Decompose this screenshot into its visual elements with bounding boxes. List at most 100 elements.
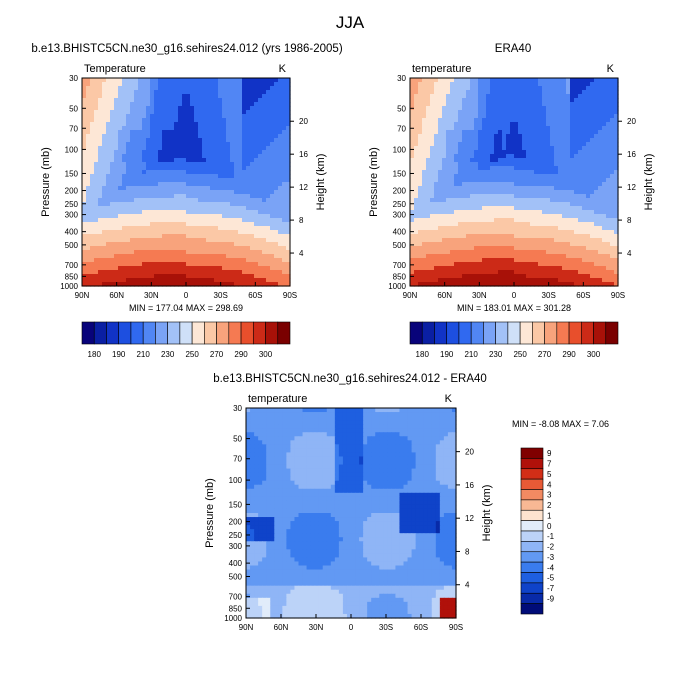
field-cell — [542, 90, 547, 95]
field-cell — [502, 242, 507, 247]
field-cell — [146, 98, 151, 103]
field-cell — [610, 146, 615, 151]
field-cell — [414, 242, 419, 247]
field-cell — [174, 222, 179, 227]
field-cell — [142, 86, 147, 91]
field-cell — [110, 182, 115, 187]
field-cell — [118, 282, 123, 287]
field-cell — [258, 106, 263, 111]
field-cell — [122, 102, 127, 107]
field-cell — [202, 198, 207, 203]
field-cell — [82, 278, 87, 283]
field-cell — [110, 186, 115, 191]
field-cell — [250, 154, 255, 159]
field-cell — [458, 78, 463, 83]
field-cell — [438, 178, 443, 183]
field-cell — [206, 162, 211, 167]
field-cell — [278, 126, 283, 131]
field-cell — [218, 234, 223, 239]
field-cell — [286, 94, 291, 99]
field-cell — [434, 98, 439, 103]
field-cell — [254, 118, 259, 123]
field-cell — [250, 218, 255, 223]
field-cell — [270, 274, 275, 279]
field-cell — [266, 242, 271, 247]
field-cell — [110, 170, 115, 175]
field-cell — [454, 142, 459, 147]
field-cell — [262, 138, 267, 143]
field-cell — [102, 266, 107, 271]
field-cell — [426, 230, 431, 235]
field-cell — [274, 182, 279, 187]
field-cell — [550, 198, 555, 203]
field-cell — [182, 154, 187, 159]
field-cell — [182, 238, 187, 243]
field-cell — [206, 214, 211, 219]
field-cell — [138, 242, 143, 247]
field-cell — [102, 98, 107, 103]
field-cell — [282, 274, 287, 279]
field-cell — [142, 142, 147, 147]
field-cell — [162, 126, 167, 131]
field-cell — [110, 86, 115, 91]
field-cell — [526, 158, 531, 163]
field-cell — [614, 174, 619, 179]
field-cell — [98, 266, 103, 271]
field-cell — [210, 222, 215, 227]
field-cell — [522, 174, 527, 179]
field-cell — [182, 190, 187, 195]
field-cell — [278, 270, 283, 275]
field-cell — [246, 206, 251, 211]
field-cell — [254, 162, 259, 167]
field-cell — [286, 182, 291, 187]
field-cell — [598, 206, 603, 211]
field-cell — [522, 142, 527, 147]
field-cell — [206, 198, 211, 203]
field-cell — [586, 230, 591, 235]
field-cell — [198, 110, 203, 115]
field-cell — [458, 202, 463, 207]
field-cell — [146, 194, 151, 199]
field-cell — [214, 230, 219, 235]
y2-tick-label: 8 — [299, 216, 304, 225]
field-cell — [246, 178, 251, 183]
field-cell — [114, 82, 119, 87]
field-cell — [498, 194, 503, 199]
field-cell — [606, 242, 611, 247]
field-cell — [226, 206, 231, 211]
field-cell — [178, 166, 183, 171]
field-cell — [126, 170, 131, 175]
field-cell — [170, 206, 175, 211]
field-cell — [270, 202, 275, 207]
field-cell — [418, 246, 423, 251]
field-cell — [558, 194, 563, 199]
field-cell — [458, 214, 463, 219]
field-cell — [614, 110, 619, 115]
field-cell — [254, 198, 259, 203]
field-cell — [586, 82, 591, 87]
field-cell — [598, 82, 603, 87]
field-cell — [482, 122, 487, 127]
field-cell — [238, 210, 243, 215]
field-cell — [194, 82, 199, 87]
field-cell — [122, 158, 127, 163]
field-cell — [174, 134, 179, 139]
field-cell — [222, 82, 227, 87]
field-cell — [110, 106, 115, 111]
field-cell — [198, 142, 203, 147]
field-cell — [186, 234, 191, 239]
field-cell — [234, 222, 239, 227]
field-cell — [530, 90, 535, 95]
field-cell — [466, 150, 471, 155]
field-cell — [578, 134, 583, 139]
field-cell — [150, 238, 155, 243]
field-cell — [134, 134, 139, 139]
field-cell — [94, 134, 99, 139]
field-cell — [566, 130, 571, 135]
field-cell — [414, 110, 419, 115]
field-cell — [422, 158, 427, 163]
field-cell — [110, 234, 115, 239]
field-cell — [558, 118, 563, 123]
field-cell — [486, 166, 491, 171]
field-cell — [218, 206, 223, 211]
